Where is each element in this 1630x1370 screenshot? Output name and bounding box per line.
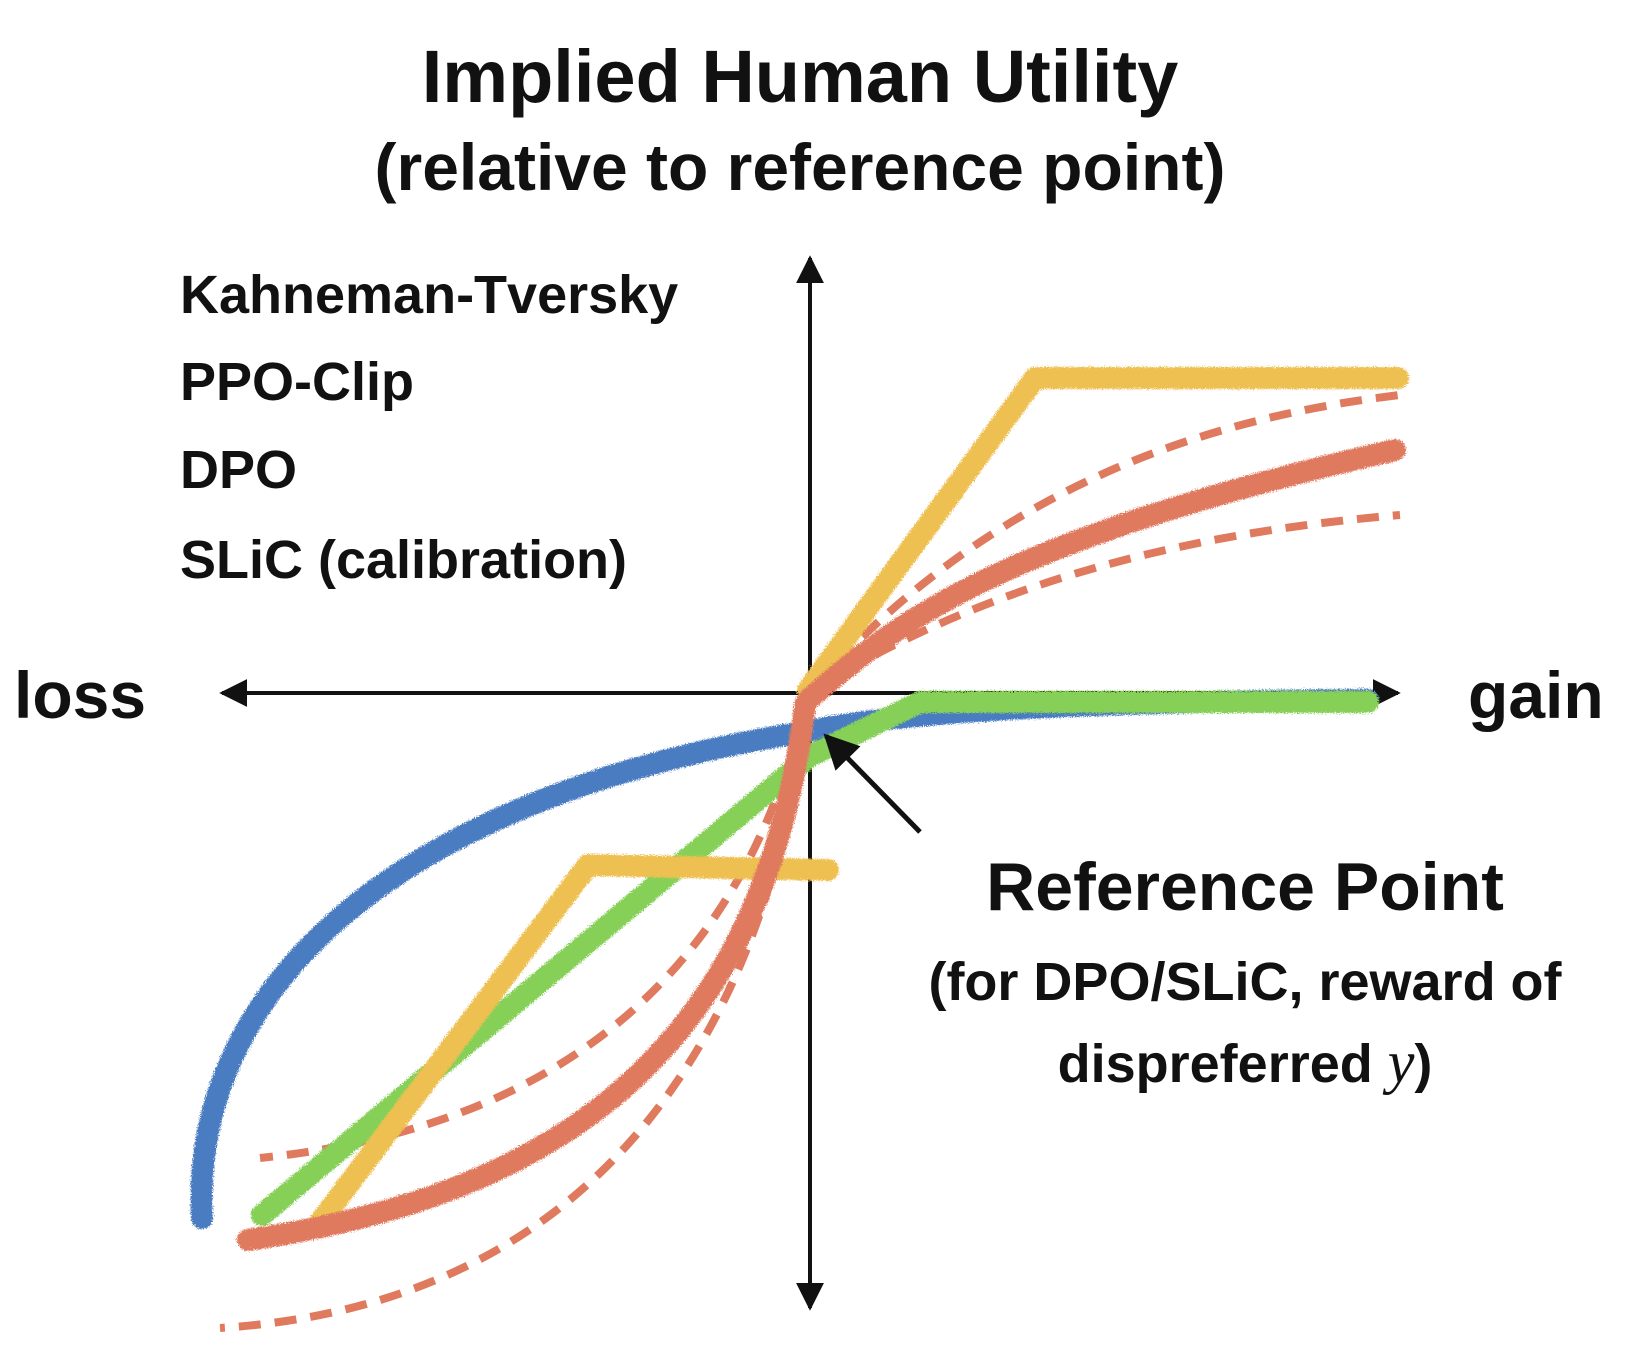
reference-point-note-line2: dispreferred y) xyxy=(1058,1029,1433,1095)
diagram-subtitle: (relative to reference point) xyxy=(375,130,1226,204)
legend-item-slic: SLiC (calibration) xyxy=(28,530,627,590)
gain-label: gain xyxy=(1468,658,1604,732)
reference-point-arrow xyxy=(823,733,922,834)
legend-item-ppo-clip: PPO-Clip xyxy=(28,352,414,412)
slic-curve xyxy=(251,691,1379,1226)
legend-item-dpo: DPO xyxy=(28,440,297,500)
reference-point-note-close: ) xyxy=(1414,1034,1432,1094)
legend-item-kahneman-tversky: Kahneman-Tversky xyxy=(28,265,678,325)
kt-upper-dashed-curve xyxy=(809,391,1401,691)
legend-label-ppo-clip: PPO-Clip xyxy=(180,352,414,412)
legend-label-dpo: DPO xyxy=(180,440,297,500)
loss-label: loss xyxy=(14,658,146,732)
reference-point-note-line1: (for DPO/SLiC, reward of xyxy=(928,952,1562,1012)
ppo-clip-curve xyxy=(307,367,1409,1236)
reference-point-note-variable: y xyxy=(1382,1029,1415,1095)
reference-point-annotation: Reference Point (for DPO/SLiC, reward of… xyxy=(928,849,1562,1095)
reference-point-title: Reference Point xyxy=(986,849,1504,925)
kahneman-tversky-curve xyxy=(237,439,1406,1251)
legend: Kahneman-Tversky PPO-Clip DPO SLiC (cali… xyxy=(28,265,678,590)
legend-label-kahneman-tversky: Kahneman-Tversky xyxy=(180,265,678,325)
utility-curves xyxy=(190,367,1409,1251)
diagram-title: Implied Human Utility xyxy=(422,35,1179,118)
legend-label-slic: SLiC (calibration) xyxy=(180,530,627,590)
reference-point-note-text: dispreferred xyxy=(1058,1034,1388,1094)
